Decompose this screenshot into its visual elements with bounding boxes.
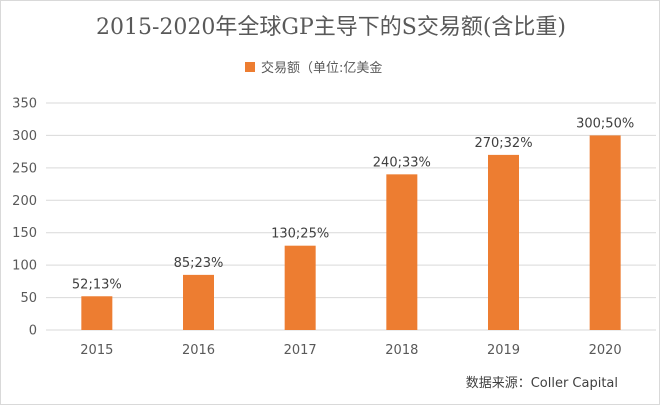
x-tick-label: 2015 (80, 343, 113, 358)
y-tick-label: 50 (20, 291, 37, 306)
y-tick-label: 350 (12, 97, 37, 112)
source-note: 数据来源：Coller Capital (466, 376, 618, 391)
data-labels: 52;13% 85;23% 130;25% 240;33% 270;32% 300;50% (72, 116, 634, 292)
bars (81, 135, 621, 330)
data-label: 300;50% (576, 116, 634, 131)
x-tick-label: 2018 (385, 343, 418, 358)
data-label: 270;32% (474, 136, 532, 151)
bar-2018 (386, 174, 418, 330)
chart-title: 2015-2020年全球GP主导下的S交易额(含比重) (96, 15, 566, 40)
gridlines (46, 102, 656, 331)
bar-2015 (81, 296, 113, 330)
x-axis: 2015 2016 2017 2018 2019 2020 (80, 343, 621, 358)
y-tick-label: 200 (12, 194, 37, 209)
data-label: 52;13% (72, 277, 122, 292)
x-tick-label: 2017 (284, 343, 317, 358)
x-tick-label: 2016 (182, 343, 215, 358)
bar-2016 (183, 274, 214, 330)
legend-swatch (245, 62, 255, 72)
bar-2017 (284, 245, 316, 330)
legend-label: 交易额（单位:亿美金 (261, 60, 382, 76)
y-tick-label: 150 (12, 226, 37, 241)
data-label: 85;23% (174, 256, 224, 271)
data-label: 240;33% (373, 155, 431, 170)
data-label: 130;25% (271, 227, 329, 242)
bar-2019 (488, 154, 519, 330)
y-tick-label: 300 (12, 129, 37, 144)
y-tick-label: 0 (29, 324, 37, 339)
x-tick-label: 2020 (589, 343, 622, 358)
y-tick-label: 250 (12, 161, 37, 176)
bar-2020 (589, 135, 621, 330)
y-tick-label: 100 (12, 259, 37, 274)
x-tick-label: 2019 (487, 343, 520, 358)
legend: 交易额（单位:亿美金 (245, 60, 382, 76)
y-axis: 0 50 100 150 200 250 300 350 (12, 97, 37, 339)
